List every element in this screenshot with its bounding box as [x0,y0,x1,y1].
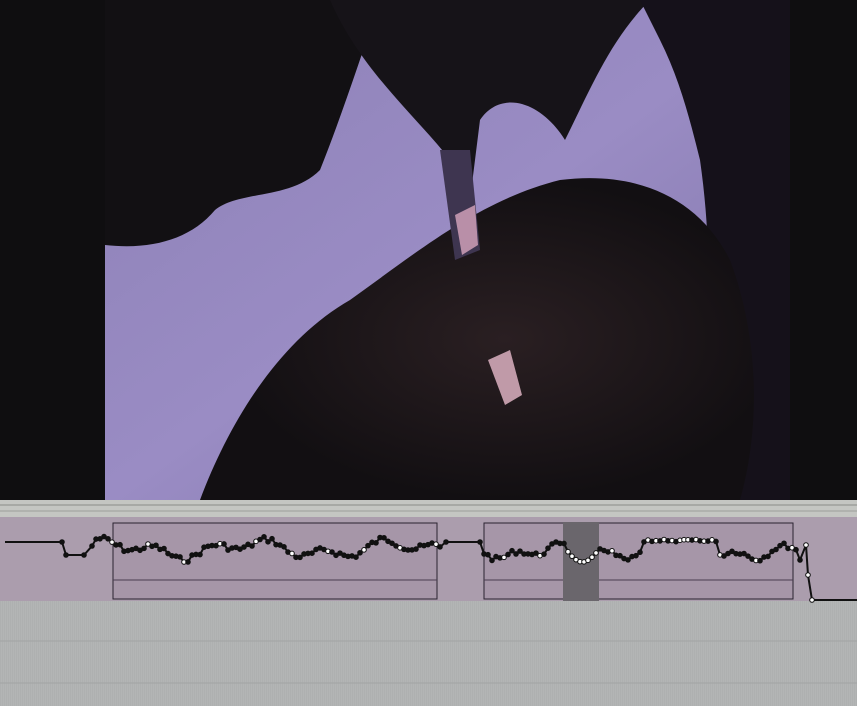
keyframe[interactable] [309,550,315,557]
keyframe[interactable] [585,557,591,564]
keyframe[interactable] [489,557,495,564]
keyframe[interactable] [625,557,631,563]
keyframe[interactable] [269,535,275,542]
keyframe[interactable] [63,552,69,558]
keyframe[interactable] [281,544,287,550]
keyframe[interactable] [257,536,263,543]
keyframe[interactable] [565,548,571,555]
video-viewer[interactable] [0,0,857,501]
keyframe[interactable] [249,543,255,549]
clip[interactable] [112,522,438,600]
keyframe[interactable] [117,541,123,548]
keyframe[interactable] [289,550,295,557]
keyframe[interactable] [561,540,567,547]
keyframe[interactable] [765,553,771,560]
keyframe[interactable] [501,554,507,561]
keyframe[interactable] [373,540,379,546]
keyframe[interactable] [89,543,95,549]
keyframe[interactable] [389,540,395,547]
keyframe[interactable] [241,544,247,550]
keyframe[interactable] [617,552,623,559]
keyframe[interactable] [509,547,515,554]
keyframe[interactable] [161,545,167,552]
empty-track [0,601,857,706]
keyframe[interactable] [477,539,483,545]
timeline-ruler [0,500,857,517]
keyframe[interactable] [541,551,547,557]
keyframe[interactable] [741,550,747,557]
keyframe[interactable] [177,554,183,560]
keyframe[interactable] [165,550,171,557]
keyframe[interactable] [809,597,815,603]
keyframe[interactable] [545,545,551,551]
keyframe[interactable] [365,542,371,549]
keyframe[interactable] [153,542,159,549]
keyframe[interactable] [781,540,787,547]
keyframe[interactable] [721,553,727,559]
keyframe[interactable] [533,550,539,556]
keyframe[interactable] [745,553,751,559]
keyframe[interactable] [185,559,191,565]
keyframe[interactable] [485,551,491,558]
keyframe[interactable] [221,541,227,547]
leaf-shape [105,0,380,247]
keyframe[interactable] [797,557,803,563]
keyframe[interactable] [381,534,387,541]
keyframe[interactable] [437,544,443,550]
keyframe[interactable] [589,554,595,561]
keyframe[interactable] [729,548,735,555]
keyframe[interactable] [109,539,115,545]
keyframe[interactable] [637,549,643,556]
envelope[interactable] [5,533,857,603]
keyframe[interactable] [261,534,267,540]
keyframe[interactable] [609,547,615,554]
timeline[interactable] [0,500,857,706]
keyframe[interactable] [329,549,335,555]
keyframe[interactable] [443,539,449,545]
leaf-shape [200,178,754,501]
keyframe[interactable] [81,552,87,558]
keyframe[interactable] [297,554,303,561]
keyframe[interactable] [105,535,111,542]
keyframe[interactable] [777,542,783,549]
keyframe[interactable] [513,551,519,557]
clip[interactable] [483,522,794,600]
keyframe[interactable] [569,553,575,560]
keyframe[interactable] [59,539,65,545]
highlight [455,205,478,255]
keyframe[interactable] [197,551,203,558]
keyframe[interactable] [97,535,103,542]
keyframe[interactable] [633,552,639,559]
keyframe[interactable] [713,538,719,545]
keyframe[interactable] [141,545,147,552]
keyframe[interactable] [757,557,763,564]
keyframe[interactable] [593,550,599,556]
highlight [488,350,522,405]
keyframe[interactable] [145,541,151,547]
keyframe[interactable] [803,542,809,548]
keyframe[interactable] [353,554,359,560]
keyframe[interactable] [517,548,523,554]
keyframe[interactable] [265,539,271,545]
keyframe[interactable] [413,546,419,552]
keyframe[interactable] [793,546,799,553]
keyframe[interactable] [805,572,811,578]
keyframe[interactable] [433,541,439,547]
keyframe[interactable] [505,551,511,558]
keyframe[interactable] [773,546,779,553]
keyframe[interactable] [357,549,363,556]
leaf-shape [330,0,650,200]
keyframe[interactable] [361,547,367,553]
